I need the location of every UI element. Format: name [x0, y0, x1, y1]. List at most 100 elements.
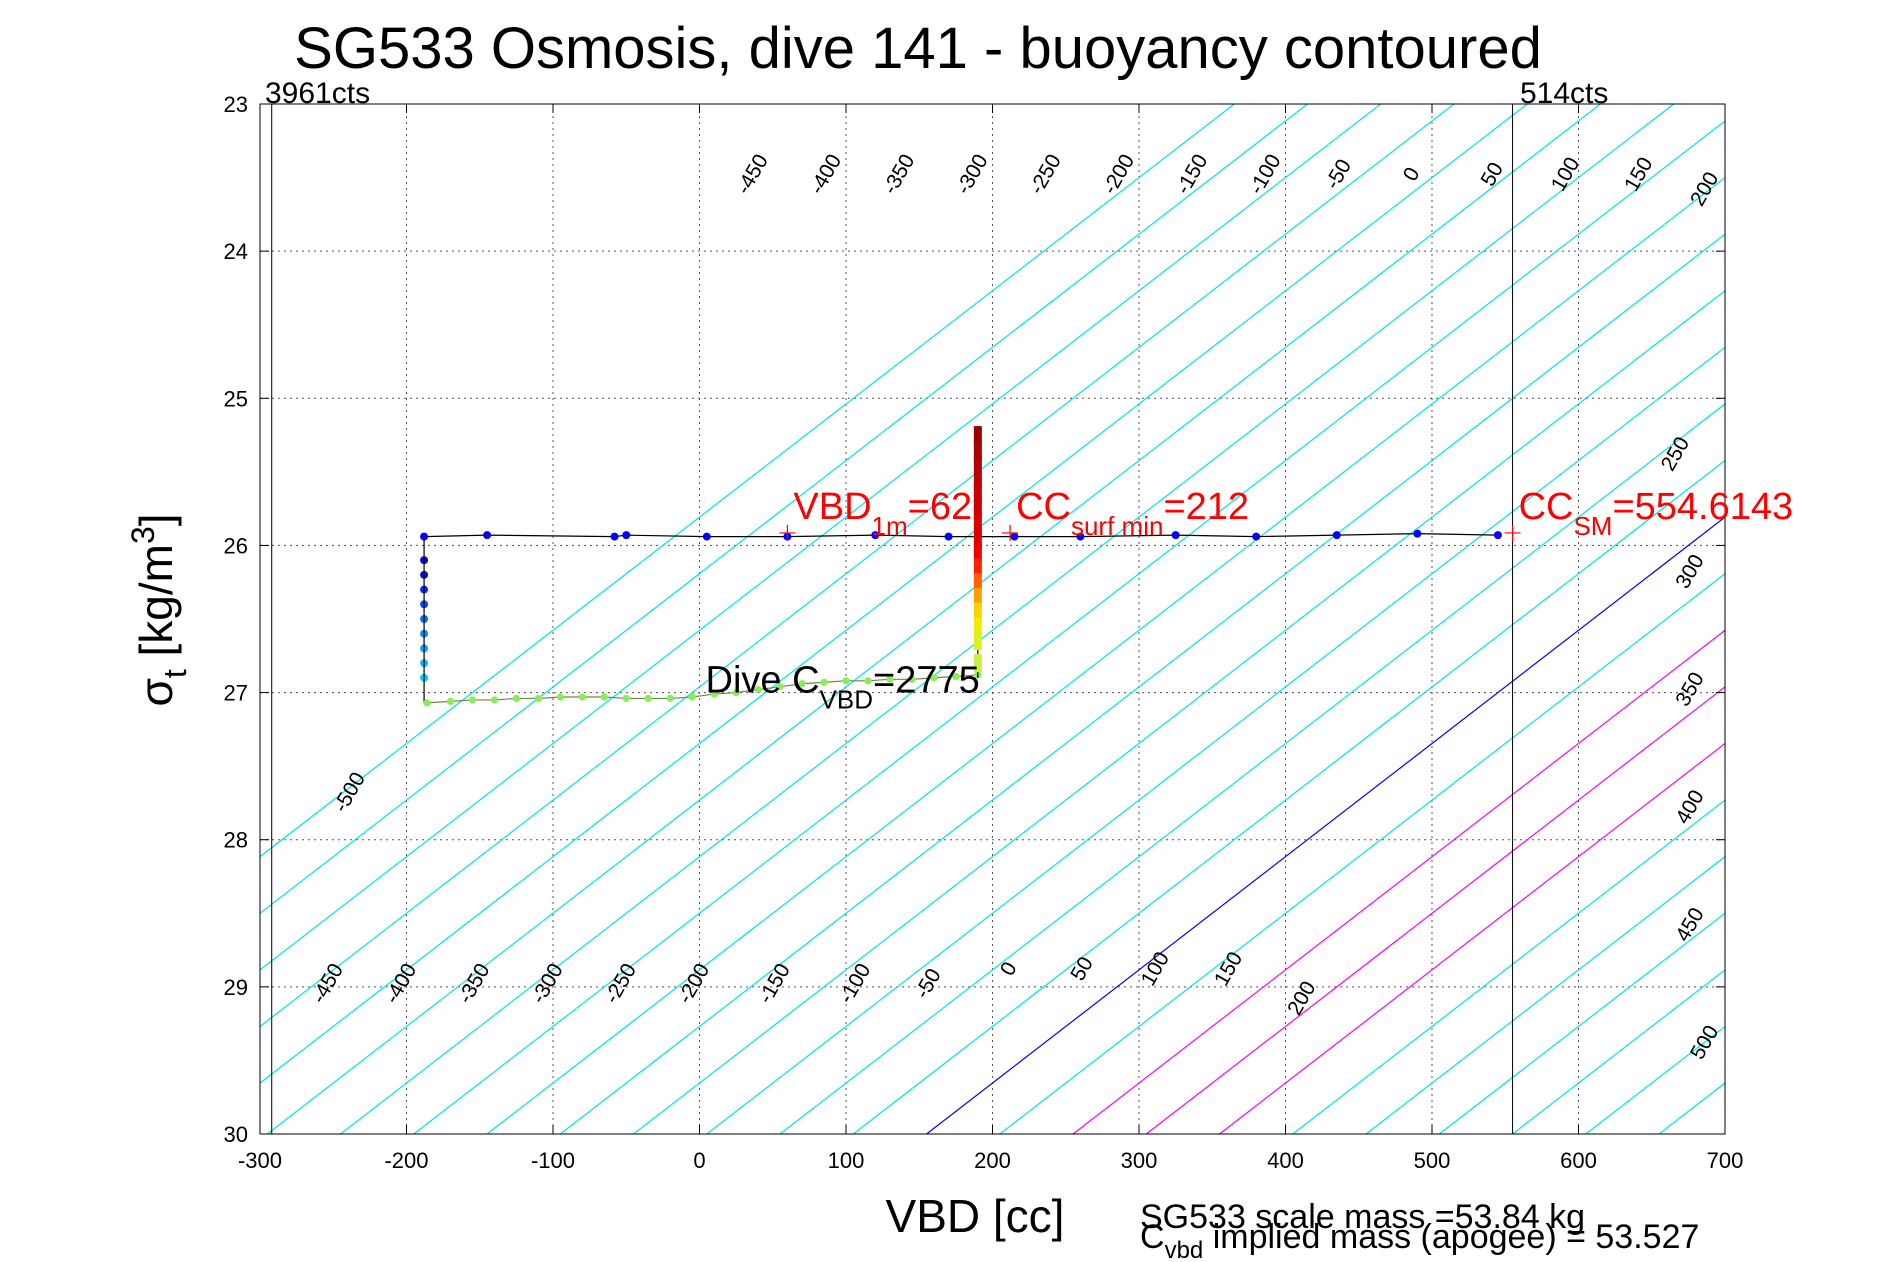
green-point: [798, 680, 806, 688]
green-point: [446, 697, 455, 706]
climb-point: [973, 499, 982, 518]
dive-cvbd-sub: VBD: [820, 685, 873, 715]
reference-lines: [271, 104, 1514, 1134]
green-point: [754, 686, 762, 694]
x-axis-label: VBD [cc]: [886, 1190, 1065, 1242]
contour-line: [926, 516, 1725, 1134]
climb-point: [973, 426, 982, 445]
contour-line: [260, 104, 1382, 971]
climb-point: [973, 617, 982, 636]
buoyancy-contours: [260, 104, 1725, 1134]
climb-point: [973, 587, 982, 606]
y-tick-label: 30: [224, 1122, 248, 1147]
vbd-1m-sub: 1m: [872, 511, 908, 541]
contour-line: [633, 290, 1725, 1134]
contour-line: [1365, 855, 1725, 1134]
x-tick-label: -300: [238, 1148, 282, 1173]
apogee-point: [610, 532, 619, 541]
y-axis-superscript: 3: [125, 526, 161, 544]
y-tick-label: 29: [224, 975, 248, 1000]
apogee-point: [1493, 531, 1502, 540]
green-point: [666, 694, 674, 703]
apogee-point: [702, 532, 711, 541]
annotations: VBD1m=62 CCsurf min=212 CCSM=554.6143 Dive …: [706, 486, 1794, 715]
green-point: [886, 675, 894, 683]
contour-line: [266, 104, 1601, 1134]
x-tick-label: -100: [531, 1148, 575, 1173]
contour-line: [260, 104, 1455, 1028]
climb-point: [973, 543, 982, 562]
scale-mass-text: SG533 scale mass =53.84 kg: [1140, 1198, 1585, 1236]
x-tick-label: 600: [1560, 1148, 1597, 1173]
cc-surf-min-main: CC: [1016, 486, 1071, 528]
x-tick-label: 0: [693, 1148, 705, 1173]
contour-line: [260, 104, 1235, 858]
implied-sub: vbd: [1165, 1237, 1204, 1262]
climb-point: [973, 455, 982, 474]
contour-line: [1292, 799, 1725, 1134]
climb-point: [973, 654, 982, 673]
green-point: [622, 694, 630, 703]
contour-line: [1438, 912, 1725, 1134]
cc-sm-main: CC: [1519, 486, 1574, 528]
contour-line: [1072, 629, 1725, 1134]
contour-line: [779, 403, 1725, 1134]
apogee-point: [483, 531, 492, 540]
green-point: [490, 696, 498, 704]
climb-point: [973, 470, 982, 489]
x-tick-label: 300: [1121, 1148, 1158, 1173]
green-point: [688, 693, 696, 701]
apogee-point: [420, 532, 429, 541]
green-point: [732, 688, 740, 697]
climb-point: [973, 558, 982, 577]
vbd-1m-label: VBD1m=62: [793, 486, 972, 541]
green-point: [776, 683, 784, 691]
vbd-1m-main: VBD: [793, 486, 871, 528]
green-point: [534, 694, 542, 703]
green-point: [423, 699, 431, 707]
y-tick-label: 26: [224, 533, 248, 558]
chart-title: SG533 Osmosis, dive 141 - buoyancy conto…: [294, 16, 1542, 81]
contour-line: [1219, 742, 1725, 1134]
y-axis-symbol: σ: [130, 678, 182, 706]
y-tick-label: 24: [224, 239, 248, 264]
green-point: [820, 678, 828, 686]
contour-line: [559, 233, 1725, 1134]
implied-tail: implied mass (apogee) = 53.527: [1203, 1218, 1699, 1256]
dive-cvbd-label: Dive CVBD=2775: [706, 660, 980, 715]
data-series: [420, 426, 1502, 707]
climb-point: [973, 602, 982, 621]
climb-point: [973, 529, 982, 548]
cc-sm-sub: SM: [1573, 511, 1612, 541]
cc-surf-min-sub: surf min: [1071, 511, 1163, 541]
contour-line: [706, 346, 1725, 1134]
cc-surf-min-label: CCsurf min=212: [1016, 486, 1249, 541]
y-axis-close: ]: [130, 513, 182, 526]
dive-cvbd-main: Dive C: [706, 660, 820, 702]
axis-ticks: -300 -200 -100 0 100 200 300 400 500 600 700 23 24 25…: [224, 92, 1744, 1173]
apogee-point: [622, 531, 631, 540]
apogee-point: [871, 531, 880, 540]
green-point: [600, 693, 608, 701]
green-point: [512, 694, 520, 703]
contour-line: [1145, 686, 1725, 1134]
apogee-point: [1171, 531, 1180, 540]
implied-mass-text: Cvbd implied mass (apogee) = 53.527: [1140, 1218, 1699, 1262]
climb-point: [973, 514, 982, 533]
y-tick-label: 28: [224, 828, 248, 853]
green-point: [930, 674, 938, 682]
green-point: [952, 672, 960, 680]
x-tick-label: 500: [1414, 1148, 1451, 1173]
apogee-point: [1413, 529, 1422, 538]
top-left-count: 3961cts: [265, 77, 370, 110]
y-axis-subscript: t: [157, 669, 193, 678]
green-point: [556, 693, 564, 701]
svg-text:σt [kg/m3]: σt [kg/m3]: [125, 513, 193, 706]
y-tick-label: 27: [224, 681, 248, 706]
apogee-point: [944, 532, 953, 541]
cc-sm-label: CCSM=554.6143: [1519, 486, 1794, 541]
green-point: [644, 694, 652, 703]
x-tick-label: 700: [1707, 1148, 1744, 1173]
